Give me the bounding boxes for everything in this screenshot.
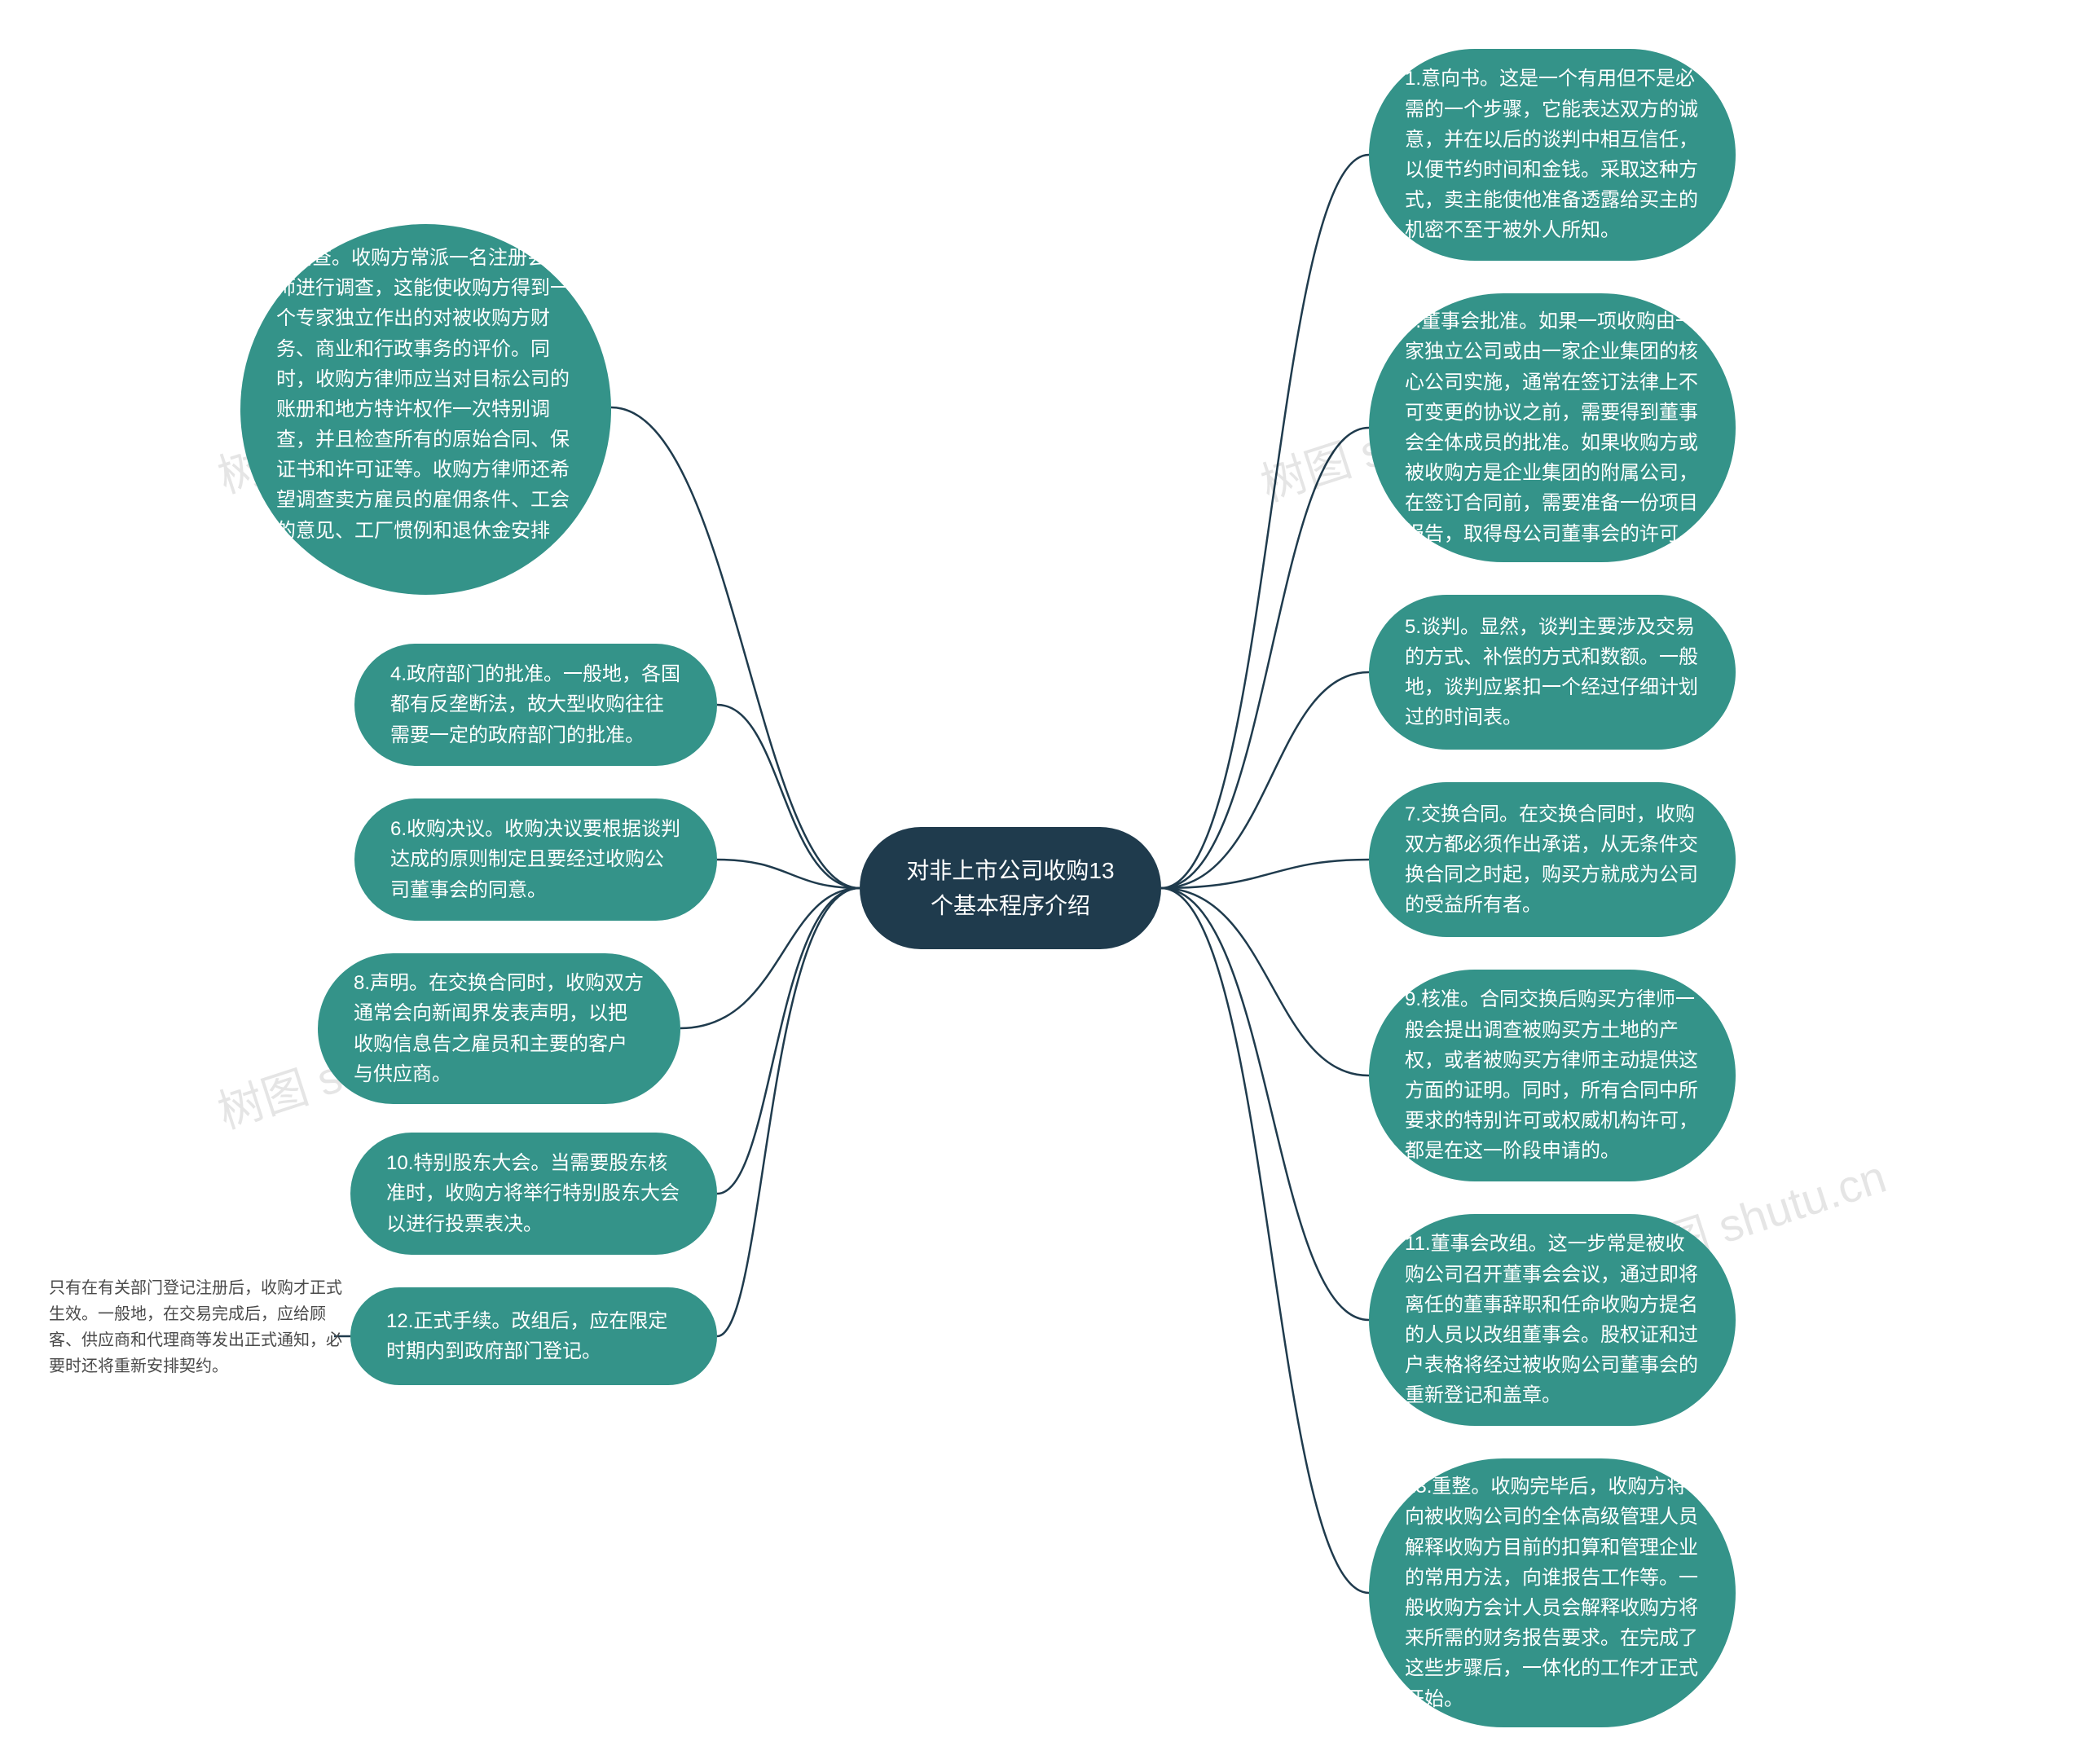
node-12-text: 12.正式手续。改组后，应在限定时期内到政府部门登记。: [386, 1306, 681, 1366]
node-6: 6.收购决议。收购决议要根据谈判达成的原则制定且要经过收购公司董事会的同意。: [354, 798, 717, 921]
node-5: 5.谈判。显然，谈判主要涉及交易的方式、补偿的方式和数额。一般地，谈判应紧扣一个…: [1369, 595, 1736, 750]
node-4: 4.政府部门的批准。一般地，各国都有反垄断法，故大型收购往往需要一定的政府部门的…: [354, 644, 717, 766]
edge-n11: [1161, 888, 1369, 1320]
node-10: 10.特别股东大会。当需要股东核准时，收购方将举行特别股东大会以进行投票表决。: [350, 1133, 717, 1255]
node-11: 11.董事会改组。这一步常是被收购公司召开董事会会议，通过即将离任的董事辞职和任…: [1369, 1214, 1736, 1426]
edge-n10: [717, 888, 860, 1194]
center-label: 对非上市公司收购13个基本程序介绍: [896, 853, 1125, 924]
node-7-text: 7.交换合同。在交换合同时，收购双方都必须作出承诺，从无条件交换合同之时起，购买…: [1405, 799, 1700, 921]
node-10-text: 10.特别股东大会。当需要股东核准时，收购方将举行特别股东大会以进行投票表决。: [386, 1148, 681, 1239]
node-3: 3.董事会批准。如果一项收购由一家独立公司或由一家企业集团的核心公司实施，通常在…: [1369, 293, 1736, 562]
node-8-text: 8.声明。在交换合同时，收购双方通常会向新闻界发表声明，以把收购信息告之雇员和主…: [354, 968, 645, 1089]
edge-n1: [1161, 155, 1369, 888]
node-1: 1.意向书。这是一个有用但不是必需的一个步骤，它能表达双方的诚意，并在以后的谈判…: [1369, 49, 1736, 261]
node-9: 9.核准。合同交换后购买方律师一般会提出调查被购买方土地的产权，或者被购买方律师…: [1369, 970, 1736, 1181]
node-2-text: 2.词查。收购方常派一名注册会计师进行调查，这能使收购方得到一个专家独立作出的对…: [276, 243, 575, 576]
edge-n9: [1161, 888, 1369, 1076]
node-11-text: 11.董事会改组。这一步常是被收购公司召开董事会会议，通过即将离任的董事辞职和任…: [1405, 1229, 1700, 1410]
edge-n13: [1161, 888, 1369, 1593]
node-12: 12.正式手续。改组后，应在限定时期内到政府部门登记。: [350, 1287, 717, 1385]
edge-n8: [680, 888, 860, 1028]
node-8: 8.声明。在交换合同时，收购双方通常会向新闻界发表声明，以把收购信息告之雇员和主…: [318, 953, 680, 1104]
node-13: 13.重整。收购完毕后，收购方将向被收购公司的全体高级管理人员解释收购方目前的扣…: [1369, 1458, 1736, 1727]
node-7: 7.交换合同。在交换合同时，收购双方都必须作出承诺，从无条件交换合同之时起，购买…: [1369, 782, 1736, 937]
edge-n7: [1161, 860, 1369, 888]
node-5-text: 5.谈判。显然，谈判主要涉及交易的方式、补偿的方式和数额。一般地，谈判应紧扣一个…: [1405, 612, 1700, 733]
node-9-text: 9.核准。合同交换后购买方律师一般会提出调查被购买方土地的产权，或者被购买方律师…: [1405, 984, 1700, 1166]
node-3-text: 3.董事会批准。如果一项收购由一家独立公司或由一家企业集团的核心公司实施，通常在…: [1405, 306, 1700, 549]
center-node: 对非上市公司收购13个基本程序介绍: [860, 827, 1161, 949]
edge-n3: [1161, 428, 1369, 888]
node-13-text: 13.重整。收购完毕后，收购方将向被收购公司的全体高级管理人员解释收购方目前的扣…: [1405, 1471, 1700, 1714]
node-2: 2.词查。收购方常派一名注册会计师进行调查，这能使收购方得到一个专家独立作出的对…: [240, 224, 611, 595]
node-1-text: 1.意向书。这是一个有用但不是必需的一个步骤，它能表达双方的诚意，并在以后的谈判…: [1405, 64, 1700, 245]
edge-n4: [717, 705, 860, 888]
edge-n12: [717, 888, 860, 1336]
node-6-text: 6.收购决议。收购决议要根据谈判达成的原则制定且要经过收购公司董事会的同意。: [390, 814, 681, 905]
note-text: 只有在有关部门登记注册后，收购才正式生效。一般地，在交易完成后，应给顾客、供应商…: [49, 1275, 342, 1379]
edge-n6: [717, 860, 860, 888]
node-4-text: 4.政府部门的批准。一般地，各国都有反垄断法，故大型收购往往需要一定的政府部门的…: [390, 659, 681, 750]
edge-n5: [1161, 672, 1369, 888]
